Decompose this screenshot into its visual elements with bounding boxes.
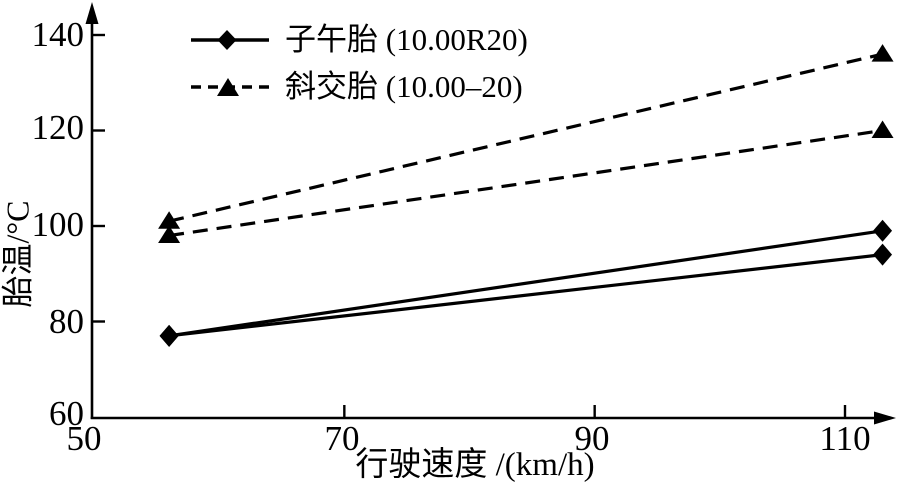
x-tick-label-110: 110 [819, 419, 871, 458]
legend-label-radial-tire: 子午胎 (10.00R20) [285, 21, 528, 57]
y-axis-title: 胎温/°C [0, 200, 36, 308]
x-tick-label-50: 50 [66, 419, 102, 458]
legend-item-bias-tire: 斜交胎 (10.00–20) [190, 63, 528, 110]
y-tick-label-120: 120 [31, 108, 85, 147]
x-axis-title: 行驶速度 /(km/h) [355, 447, 595, 483]
legend-item-radial-tire: 子午胎 (10.00R20) [190, 16, 528, 63]
y-tick-label-60: 60 [49, 394, 84, 433]
x-tick-label-70: 70 [324, 419, 360, 458]
legend-label-bias-tire: 斜交胎 (10.00–20) [285, 68, 523, 104]
y-tick-label-100: 100 [31, 205, 85, 244]
y-tick-label-140: 140 [31, 15, 85, 54]
solid-line-diamond-marker-icon [191, 29, 269, 50]
y-tick-label-80: 80 [49, 302, 84, 341]
x-tick-label-90: 90 [574, 419, 610, 458]
dashed-line-triangle-marker-icon [191, 77, 269, 96]
chart-legend: 子午胎 (10.00R20) 斜交胎 (10.00–20) [190, 16, 528, 110]
